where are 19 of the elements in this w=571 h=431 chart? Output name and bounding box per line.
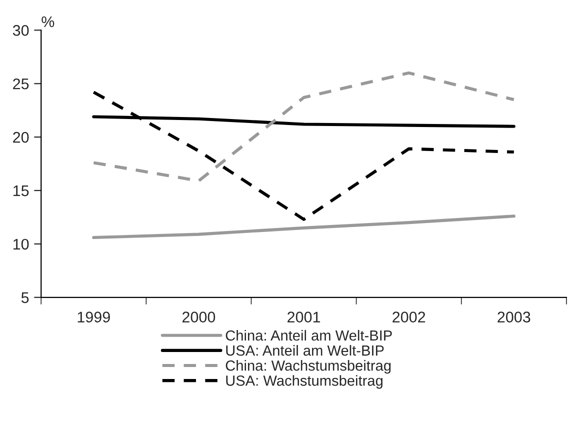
y-tick-label: 15 (13, 186, 29, 196)
x-tick-label: 1999 (78, 312, 110, 322)
x-tick-label: 2002 (392, 312, 426, 322)
line-series (92, 71, 516, 182)
x-tick-label: 2000 (182, 312, 216, 322)
y-tick-label: 20 (13, 132, 29, 143)
legend-label: USA: Anteil am Welt-BIP (226, 345, 384, 356)
line-series (92, 214, 516, 240)
y-tick-label: 30 (12, 25, 29, 36)
legend-label: China: Wachstumsbeitrag (226, 360, 391, 374)
x-tick-label: 2001 (288, 312, 320, 322)
legend-label: China: Anteil am Welt-BIP (226, 330, 392, 341)
y-tick-label: 25 (13, 78, 29, 90)
legend-label: USA: Wachstumsbeitrag (226, 375, 382, 389)
y-axis-title: % (42, 16, 54, 28)
y-tick-label: 5 (21, 292, 29, 304)
y-tick-label: 10 (13, 238, 29, 250)
x-tick-label: 2003 (498, 312, 530, 322)
line-series (92, 90, 516, 221)
